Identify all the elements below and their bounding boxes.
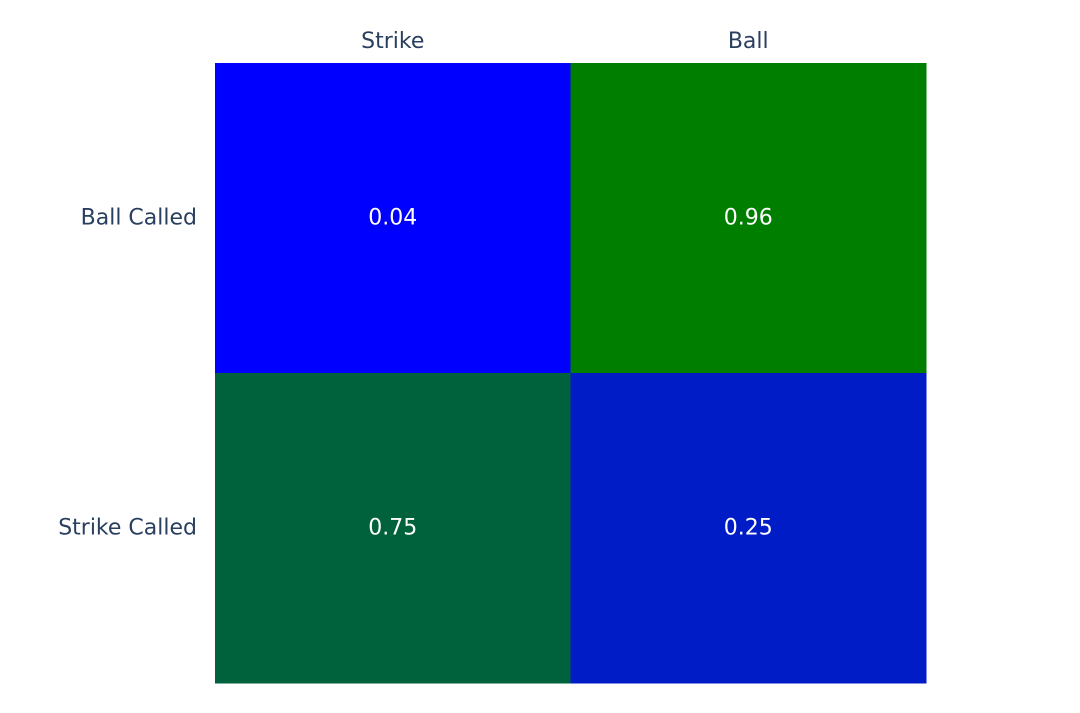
heatmap-cell: [215, 373, 571, 684]
y-tick-label: Strike Called: [58, 516, 197, 541]
heatmap-cell: [570, 373, 927, 684]
x-tick-label: Ball: [728, 29, 769, 54]
cell-value-label: 0.04: [368, 206, 417, 231]
cell-value-label: 0.96: [724, 206, 773, 231]
cell-value-label: 0.75: [368, 516, 417, 541]
x-tick-label: Strike: [361, 29, 424, 54]
heatmap-cell-labels: 0.04 0.96 0.75 0.25: [368, 206, 772, 541]
heatmap-cell: [215, 63, 571, 374]
y-axis-tick-labels: Ball Called Strike Called: [58, 206, 197, 541]
cell-value-label: 0.25: [724, 516, 773, 541]
x-axis-tick-labels: Strike Ball: [361, 29, 769, 54]
y-tick-label: Ball Called: [81, 206, 197, 231]
heatmap-cells: [215, 63, 927, 684]
heatmap-cell: [570, 63, 927, 374]
